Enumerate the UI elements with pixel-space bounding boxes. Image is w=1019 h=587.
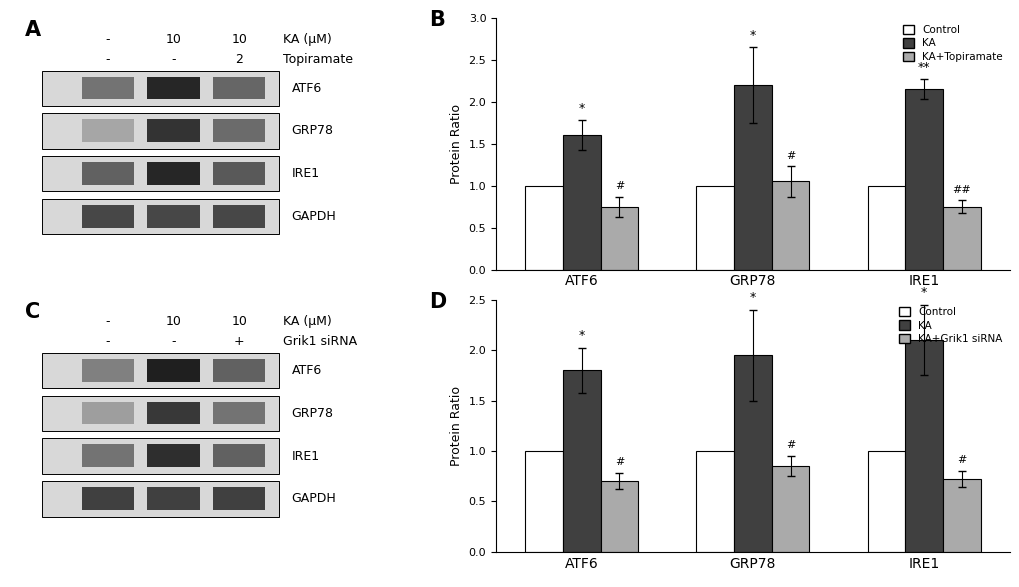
Text: -: - [106, 335, 110, 348]
Bar [42, 70, 278, 106]
Text: IRE1: IRE1 [291, 167, 320, 180]
Bar [213, 205, 265, 228]
Legend: Control, KA, KA+Grik1 siRNA: Control, KA, KA+Grik1 siRNA [897, 305, 1004, 346]
Bar [147, 205, 200, 228]
Bar [82, 359, 135, 382]
Bar [213, 359, 265, 382]
Bar [147, 444, 200, 467]
Text: #: # [786, 151, 795, 161]
Text: ATF6: ATF6 [291, 364, 322, 377]
Y-axis label: Protein Ratio: Protein Ratio [449, 386, 463, 466]
Bar [147, 76, 200, 99]
Bar [82, 119, 135, 142]
Bar [696, 185, 734, 269]
Text: #: # [614, 457, 624, 467]
Bar [213, 487, 265, 510]
Bar [42, 396, 278, 431]
Text: KA (μM): KA (μM) [282, 315, 331, 328]
Text: -: - [106, 315, 110, 328]
Bar [734, 85, 771, 269]
Text: ##: ## [952, 185, 970, 195]
Text: *: * [749, 29, 755, 42]
Bar [734, 355, 771, 552]
Text: *: * [578, 329, 584, 342]
Text: 10: 10 [165, 33, 181, 46]
Bar [771, 181, 809, 269]
Bar [42, 156, 278, 191]
Text: 10: 10 [231, 315, 247, 328]
Text: #: # [786, 440, 795, 450]
Bar [905, 340, 943, 552]
Text: ATF6: ATF6 [291, 82, 322, 95]
Text: #: # [956, 455, 966, 465]
Text: GRP78: GRP78 [291, 124, 333, 137]
Text: 2: 2 [235, 53, 243, 66]
Bar [42, 113, 278, 149]
Bar [696, 451, 734, 552]
Bar [82, 76, 135, 99]
Bar [600, 207, 638, 269]
Bar [562, 135, 600, 269]
Text: -: - [171, 53, 175, 66]
Bar [42, 438, 278, 474]
Text: -: - [106, 53, 110, 66]
Bar [147, 162, 200, 185]
Bar [147, 487, 200, 510]
Text: *: * [749, 291, 755, 304]
Bar [562, 370, 600, 552]
Text: D: D [429, 292, 446, 312]
Bar [147, 359, 200, 382]
Bar [42, 199, 278, 234]
Bar [905, 89, 943, 269]
Text: A: A [24, 20, 41, 40]
Bar [525, 451, 562, 552]
Bar [943, 479, 979, 552]
Text: Topiramate: Topiramate [282, 53, 353, 66]
Bar [42, 353, 278, 388]
Bar [213, 119, 265, 142]
Text: 10: 10 [165, 315, 181, 328]
Text: -: - [171, 335, 175, 348]
Bar [213, 402, 265, 424]
Bar [147, 119, 200, 142]
Legend: Control, KA, KA+Topiramate: Control, KA, KA+Topiramate [900, 23, 1004, 64]
Bar [147, 402, 200, 424]
Text: GAPDH: GAPDH [291, 210, 336, 223]
Bar [867, 185, 905, 269]
Text: C: C [24, 302, 40, 322]
Bar [82, 487, 135, 510]
Bar [600, 481, 638, 552]
Bar [867, 451, 905, 552]
Bar [943, 207, 979, 269]
Bar [525, 185, 562, 269]
Text: B: B [429, 10, 444, 30]
Text: GRP78: GRP78 [291, 407, 333, 420]
Text: Grik1 siRNA: Grik1 siRNA [282, 335, 357, 348]
Bar [82, 162, 135, 185]
Text: *: * [578, 102, 584, 115]
Bar [42, 481, 278, 517]
Text: +: + [233, 335, 245, 348]
Text: #: # [614, 181, 624, 191]
Text: -: - [106, 33, 110, 46]
Text: **: ** [917, 61, 929, 74]
Bar [771, 466, 809, 552]
Bar [82, 444, 135, 467]
Bar [213, 76, 265, 99]
Text: IRE1: IRE1 [291, 450, 320, 463]
Y-axis label: Protein Ratio: Protein Ratio [449, 103, 463, 184]
Text: 10: 10 [231, 33, 247, 46]
Text: *: * [920, 286, 926, 299]
Bar [213, 444, 265, 467]
Bar [82, 205, 135, 228]
Bar [82, 402, 135, 424]
Text: GAPDH: GAPDH [291, 492, 336, 505]
Text: KA (μM): KA (μM) [282, 33, 331, 46]
Bar [213, 162, 265, 185]
